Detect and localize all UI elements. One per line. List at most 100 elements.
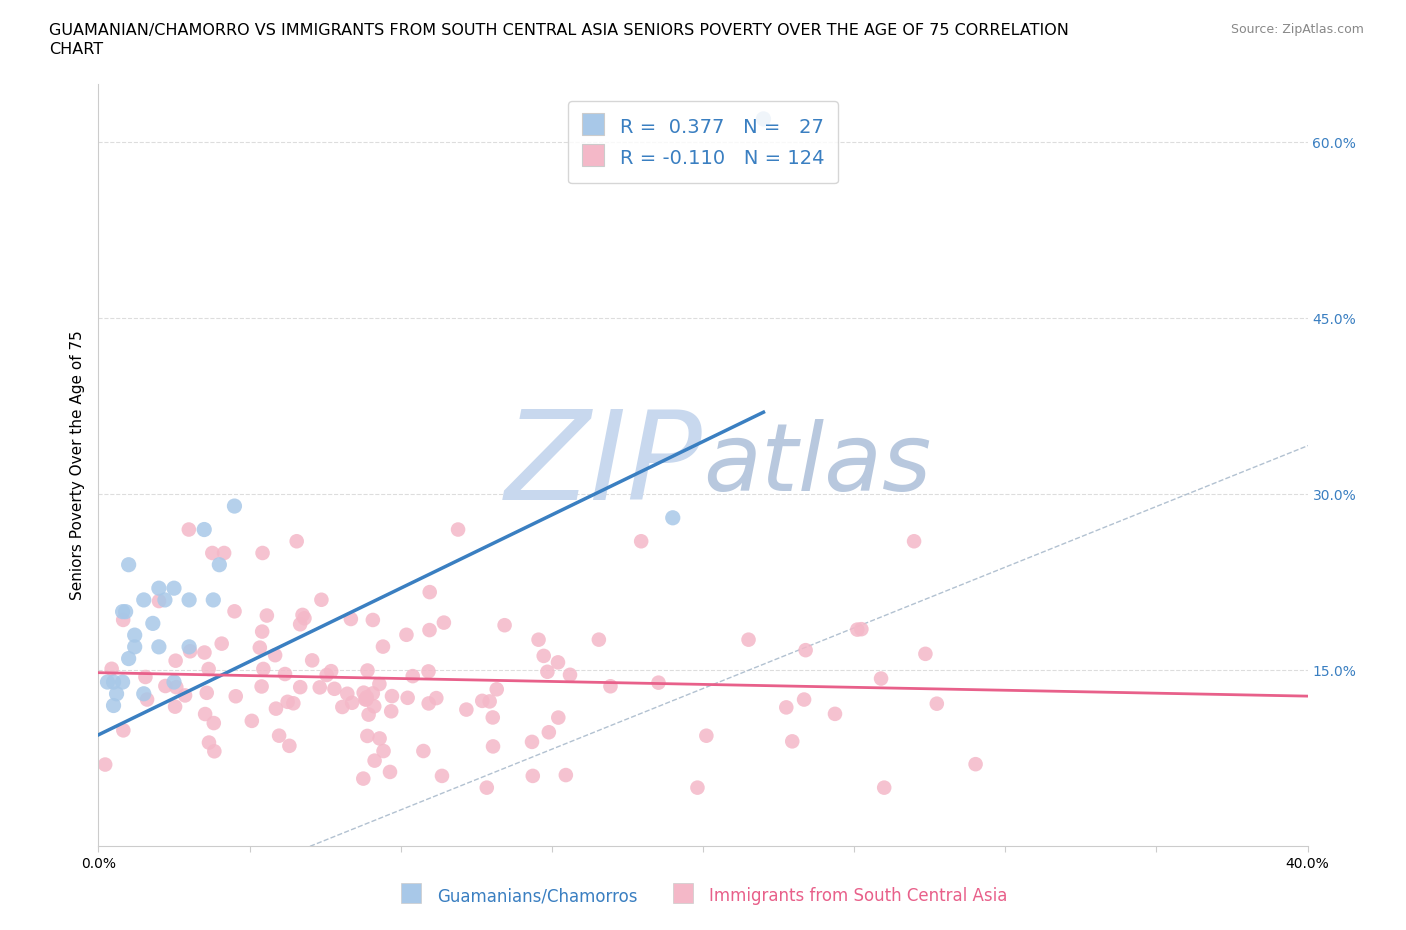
Guamanians/Chamorros <box>224 498 246 513</box>
Text: atlas: atlas <box>703 419 931 511</box>
Immigrants from South Central Asia <box>202 744 225 759</box>
Immigrants from South Central Asia <box>134 670 156 684</box>
Immigrants from South Central Asia <box>433 615 456 630</box>
Immigrants from South Central Asia <box>256 608 278 623</box>
Guamanians/Chamorros <box>103 674 125 689</box>
Immigrants from South Central Asia <box>547 655 569 670</box>
Immigrants from South Central Asia <box>291 607 314 622</box>
Immigrants from South Central Asia <box>402 669 425 684</box>
Immigrants from South Central Asia <box>252 661 274 676</box>
Immigrants from South Central Asia <box>274 667 297 682</box>
Guamanians/Chamorros <box>179 640 201 655</box>
Immigrants from South Central Asia <box>447 522 470 537</box>
Immigrants from South Central Asia <box>965 757 987 772</box>
Guamanians/Chamorros <box>148 640 170 655</box>
Immigrants from South Central Asia <box>198 735 221 750</box>
Immigrants from South Central Asia <box>494 618 516 632</box>
Immigrants from South Central Asia <box>283 696 305 711</box>
Immigrants from South Central Asia <box>356 692 378 707</box>
Immigrants from South Central Asia <box>361 686 384 701</box>
Immigrants from South Central Asia <box>846 622 869 637</box>
Immigrants from South Central Asia <box>356 663 378 678</box>
Immigrants from South Central Asia <box>794 643 817 658</box>
Immigrants from South Central Asia <box>418 664 440 679</box>
Immigrants from South Central Asia <box>412 744 434 759</box>
Immigrants from South Central Asia <box>456 702 478 717</box>
Immigrants from South Central Asia <box>285 534 308 549</box>
Guamanians/Chamorros <box>179 592 201 607</box>
Immigrants from South Central Asia <box>195 685 218 700</box>
Immigrants from South Central Asia <box>165 680 187 695</box>
Immigrants from South Central Asia <box>361 613 384 628</box>
Text: ZIP: ZIP <box>505 405 703 525</box>
Immigrants from South Central Asia <box>264 701 287 716</box>
Immigrants from South Central Asia <box>112 613 135 628</box>
Immigrants from South Central Asia <box>903 534 925 549</box>
Immigrants from South Central Asia <box>250 679 273 694</box>
Guamanians/Chamorros <box>208 557 231 572</box>
Immigrants from South Central Asia <box>194 707 217 722</box>
Immigrants from South Central Asia <box>330 699 353 714</box>
Immigrants from South Central Asia <box>547 711 569 725</box>
Immigrants from South Central Asia <box>522 768 544 783</box>
Immigrants from South Central Asia <box>100 661 122 676</box>
Immigrants from South Central Asia <box>340 696 363 711</box>
Immigrants from South Central Asia <box>363 753 385 768</box>
Immigrants from South Central Asia <box>554 767 576 782</box>
Immigrants from South Central Asia <box>288 617 311 631</box>
Immigrants from South Central Asia <box>202 715 225 730</box>
Guamanians/Chamorros <box>163 580 186 595</box>
Immigrants from South Central Asia <box>112 723 135 737</box>
Immigrants from South Central Asia <box>269 728 291 743</box>
Immigrants from South Central Asia <box>793 692 815 707</box>
Immigrants from South Central Asia <box>193 645 215 660</box>
Immigrants from South Central Asia <box>177 522 200 537</box>
Guamanians/Chamorros <box>105 686 128 701</box>
Immigrants from South Central Asia <box>686 780 709 795</box>
Immigrants from South Central Asia <box>870 671 893 686</box>
Immigrants from South Central Asia <box>371 639 394 654</box>
Immigrants from South Central Asia <box>155 679 177 694</box>
Immigrants from South Central Asia <box>418 696 440 711</box>
Immigrants from South Central Asia <box>378 764 401 779</box>
Immigrants from South Central Asia <box>481 710 503 724</box>
Immigrants from South Central Asia <box>425 691 447 706</box>
Guamanians/Chamorros <box>124 640 146 655</box>
Guamanians/Chamorros <box>193 522 215 537</box>
Text: GUAMANIAN/CHAMORRO VS IMMIGRANTS FROM SOUTH CENTRAL ASIA SENIORS POVERTY OVER TH: GUAMANIAN/CHAMORRO VS IMMIGRANTS FROM SO… <box>49 23 1069 38</box>
Immigrants from South Central Asia <box>537 724 560 739</box>
Legend: R =  0.377   N =   27, R = -0.110   N = 124: R = 0.377 N = 27, R = -0.110 N = 124 <box>568 101 838 183</box>
Immigrants from South Central Asia <box>558 668 581 683</box>
Text: CHART: CHART <box>49 42 103 57</box>
Immigrants from South Central Asia <box>323 682 346 697</box>
Immigrants from South Central Asia <box>252 546 274 561</box>
Guamanians/Chamorros <box>752 112 775 126</box>
Immigrants from South Central Asia <box>224 604 246 618</box>
Immigrants from South Central Asia <box>485 682 508 697</box>
Immigrants from South Central Asia <box>212 546 235 561</box>
Immigrants from South Central Asia <box>396 690 419 705</box>
Immigrants from South Central Asia <box>278 738 301 753</box>
Immigrants from South Central Asia <box>94 757 117 772</box>
Immigrants from South Central Asia <box>536 664 558 679</box>
Immigrants from South Central Asia <box>914 646 936 661</box>
Immigrants from South Central Asia <box>225 689 247 704</box>
Guamanians/Chamorros <box>142 616 165 631</box>
Immigrants from South Central Asia <box>336 686 359 701</box>
Immigrants from South Central Asia <box>294 611 316 626</box>
Immigrants from South Central Asia <box>321 664 343 679</box>
Guamanians/Chamorros <box>96 674 118 689</box>
Immigrants from South Central Asia <box>368 731 391 746</box>
Immigrants from South Central Asia <box>533 648 555 663</box>
Guamanians/Chamorros <box>202 592 225 607</box>
Immigrants from South Central Asia <box>201 546 224 561</box>
Immigrants from South Central Asia <box>873 780 896 795</box>
Immigrants from South Central Asia <box>599 679 621 694</box>
Immigrants from South Central Asia <box>380 704 402 719</box>
Immigrants from South Central Asia <box>824 707 846 722</box>
Immigrants from South Central Asia <box>418 623 440 638</box>
Y-axis label: Seniors Poverty Over the Age of 75: Seniors Poverty Over the Age of 75 <box>69 330 84 600</box>
Immigrants from South Central Asia <box>527 632 550 647</box>
Immigrants from South Central Asia <box>630 534 652 549</box>
Immigrants from South Central Asia <box>277 695 299 710</box>
